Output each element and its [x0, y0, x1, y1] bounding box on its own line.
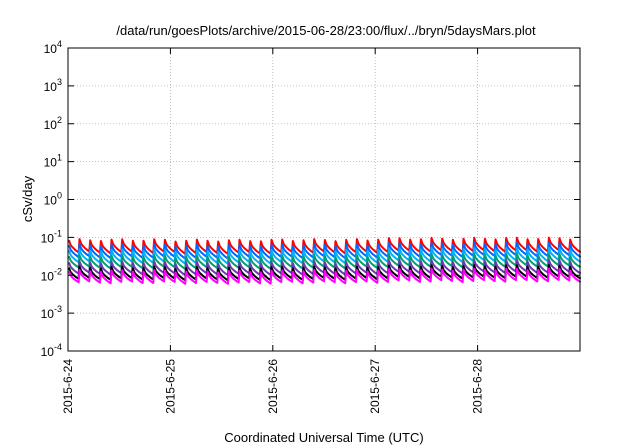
y-tick-label: 104	[44, 39, 62, 56]
x-tick-label: 2015-6-25	[163, 359, 177, 414]
y-tick-label: 102	[44, 115, 62, 132]
y-tick-label: 103	[44, 77, 62, 94]
y-axis-ticks: 10-4 10-3 10-2 10-1 100 101 102 103 104	[41, 39, 580, 359]
y-tick-label: 101	[44, 153, 62, 170]
x-axis-ticks: 2015-6-24 2015-6-25 2015-6-26 2015-6-27 2015…	[61, 48, 485, 414]
y-axis-label: cSv/day	[20, 175, 35, 222]
x-tick-label: 2015-6-24	[61, 359, 75, 414]
chart-title: /data/run/goesPlots/archive/2015-06-28/2…	[116, 23, 536, 38]
y-tick-label: 10-3	[41, 304, 62, 321]
grid	[68, 48, 580, 351]
y-tick-label: 100	[44, 191, 62, 208]
series-line	[67, 267, 581, 285]
x-tick-label: 2015-6-28	[471, 359, 485, 414]
y-tick-label: 10-2	[41, 266, 62, 283]
y-tick-label: 10-4	[41, 342, 62, 359]
y-tick-label: 10-1	[41, 228, 62, 245]
x-axis-label: Coordinated Universal Time (UTC)	[224, 430, 423, 445]
x-tick-label: 2015-6-26	[266, 359, 280, 414]
x-tick-label: 2015-6-27	[368, 359, 382, 414]
data-series	[67, 236, 581, 285]
